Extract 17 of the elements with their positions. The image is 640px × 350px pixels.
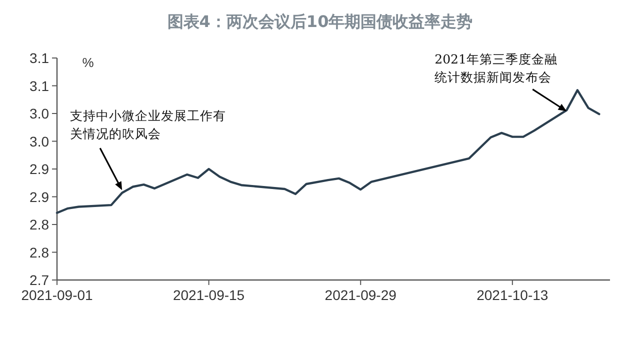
y-tick-label: 2.8	[30, 244, 50, 260]
y-tick-label: 2.8	[30, 216, 50, 232]
y-tick-label: 3.0	[30, 133, 50, 150]
x-tick-label: 2021-10-13	[476, 287, 548, 303]
x-tick-label: 2021-09-15	[172, 287, 245, 303]
annotation: 支持中小微企业发展工作有关情况的吹风会	[70, 108, 226, 142]
x-tick-label: 2021-09-01	[21, 287, 94, 303]
y-tick-label: 3.0	[30, 106, 50, 122]
x-tick-label: 2021-09-29	[324, 287, 397, 303]
y-tick-label: 3.1	[30, 50, 50, 66]
y-axis-title: %	[82, 55, 94, 70]
annotation: 2021年第三季度金融统计数据新闻发布会	[434, 51, 558, 84]
y-tick-label: 2.9	[30, 161, 50, 177]
y-tick-label: 2.9	[30, 188, 50, 205]
y-tick-label: 3.1	[30, 78, 50, 94]
chart-title: 图表4：两次会议后10年期国债收益率走势	[167, 12, 473, 31]
y-tick-label: 2.7	[30, 272, 50, 288]
